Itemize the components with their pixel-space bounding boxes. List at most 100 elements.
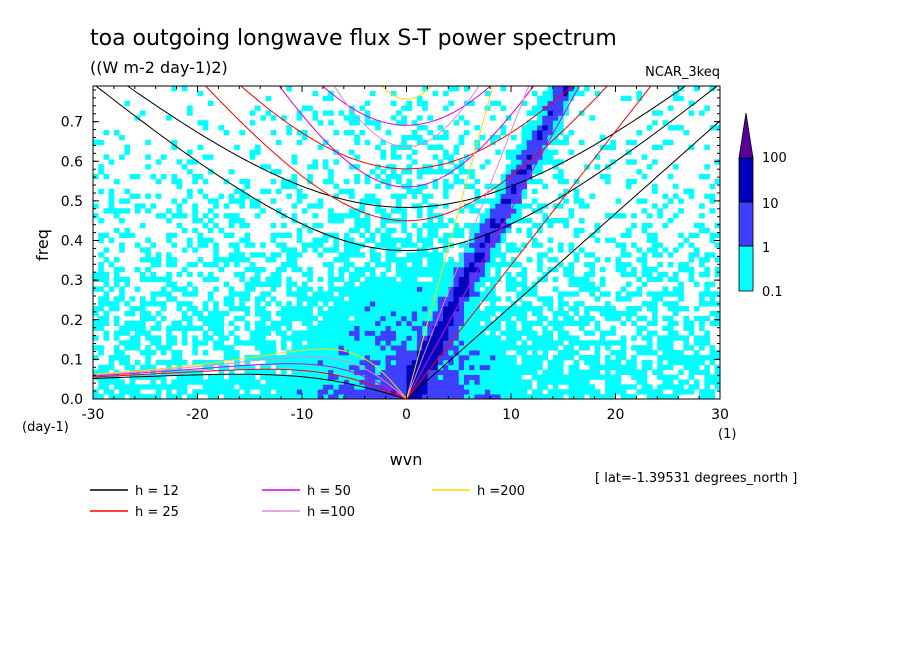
spectrum-cell bbox=[521, 301, 528, 307]
spectrum-cell bbox=[437, 340, 444, 346]
spectrum-cell bbox=[406, 100, 413, 106]
spectrum-cell bbox=[369, 237, 376, 243]
spectrum-cell bbox=[406, 105, 413, 111]
spectrum-cell bbox=[594, 257, 601, 263]
spectrum-cell bbox=[672, 286, 679, 292]
spectrum-cell bbox=[683, 320, 690, 327]
spectrum-cell bbox=[578, 218, 585, 224]
spectrum-cell bbox=[364, 262, 371, 268]
spectrum-cell bbox=[145, 330, 151, 336]
spectrum-cell bbox=[678, 232, 684, 239]
spectrum-cell bbox=[375, 174, 381, 180]
spectrum-cell bbox=[657, 359, 663, 366]
spectrum-cell bbox=[291, 350, 298, 356]
spectrum-cell bbox=[484, 198, 491, 204]
spectrum-cell bbox=[291, 266, 298, 273]
spectrum-cell bbox=[552, 159, 559, 165]
spectrum-cell bbox=[463, 291, 470, 297]
spectrum-cell bbox=[234, 364, 240, 371]
spectrum-cell bbox=[463, 271, 470, 278]
spectrum-cell bbox=[328, 271, 334, 278]
spectrum-cell bbox=[140, 315, 146, 322]
spectrum-cell bbox=[401, 301, 407, 307]
spectrum-cell bbox=[411, 242, 418, 248]
spectrum-cell bbox=[563, 350, 569, 356]
spectrum-cell bbox=[416, 232, 423, 239]
spectrum-cell bbox=[223, 379, 230, 385]
spectrum-cell bbox=[359, 301, 366, 307]
spectrum-cell bbox=[291, 203, 298, 209]
spectrum-cell bbox=[704, 257, 710, 263]
spectrum-cell bbox=[453, 369, 460, 375]
spectrum-cell bbox=[354, 330, 360, 336]
spectrum-cell bbox=[437, 125, 444, 131]
spectrum-cell bbox=[704, 164, 710, 170]
spectrum-cell bbox=[307, 364, 313, 371]
spectrum-cell bbox=[474, 384, 481, 390]
spectrum-cell bbox=[140, 320, 146, 327]
spectrum-cell bbox=[328, 335, 334, 341]
spectrum-cell bbox=[385, 291, 392, 297]
spectrum-cell bbox=[265, 291, 272, 297]
spectrum-cell bbox=[432, 183, 439, 190]
spectrum-cell bbox=[516, 183, 522, 190]
spectrum-cell bbox=[552, 320, 559, 327]
spectrum-cell bbox=[578, 394, 585, 399]
spectrum-cell bbox=[599, 340, 606, 346]
spectrum-cell bbox=[286, 389, 292, 395]
spectrum-cell bbox=[171, 350, 178, 356]
spectrum-cell bbox=[333, 296, 339, 302]
spectrum-cell bbox=[166, 384, 172, 390]
spectrum-cell bbox=[322, 340, 329, 346]
spectrum-cell bbox=[98, 320, 104, 327]
spectrum-cell bbox=[239, 252, 245, 258]
spectrum-cell bbox=[500, 257, 507, 263]
spectrum-cell bbox=[166, 325, 172, 331]
spectrum-cell bbox=[479, 281, 486, 287]
spectrum-cell bbox=[631, 306, 637, 312]
spectrum-cell bbox=[166, 369, 172, 375]
spectrum-cell bbox=[463, 252, 470, 258]
spectrum-cell bbox=[537, 105, 543, 111]
spectrum-cell bbox=[490, 374, 496, 380]
spectrum-cell bbox=[411, 379, 418, 385]
spectrum-cell bbox=[218, 345, 225, 351]
spectrum-cell bbox=[134, 340, 141, 346]
spectrum-cell bbox=[176, 350, 183, 356]
spectrum-cell bbox=[401, 384, 407, 390]
spectrum-cell bbox=[652, 110, 658, 116]
spectrum-cell bbox=[228, 384, 235, 390]
spectrum-cell bbox=[349, 359, 355, 366]
spectrum-cell bbox=[181, 315, 188, 322]
spectrum-cell bbox=[505, 310, 512, 317]
spectrum-cell bbox=[333, 286, 339, 292]
spectrum-cell bbox=[249, 281, 256, 287]
spectrum-cell bbox=[573, 335, 580, 341]
spectrum-cell bbox=[573, 291, 580, 297]
spectrum-cell bbox=[411, 340, 418, 346]
spectrum-cell bbox=[511, 174, 517, 180]
spectrum-cell bbox=[521, 359, 528, 366]
spectrum-cell bbox=[390, 364, 397, 371]
spectrum-cell bbox=[343, 354, 350, 361]
spectrum-cell bbox=[296, 369, 303, 375]
spectrum-cell bbox=[563, 178, 569, 185]
spectrum-cell bbox=[140, 350, 146, 356]
spectrum-cell bbox=[699, 301, 705, 307]
spectrum-cell bbox=[239, 374, 245, 380]
spectrum-cell bbox=[354, 320, 360, 327]
spectrum-cell bbox=[427, 374, 434, 380]
spectrum-cell bbox=[563, 291, 569, 297]
spectrum-cell bbox=[207, 384, 214, 390]
spectrum-cell bbox=[416, 291, 423, 297]
spectrum-cell bbox=[223, 257, 230, 263]
spectrum-cell bbox=[359, 232, 366, 239]
spectrum-cell bbox=[213, 276, 219, 283]
spectrum-cell bbox=[516, 154, 522, 160]
spectrum-cell bbox=[521, 330, 528, 336]
spectrum-cell bbox=[448, 364, 454, 371]
spectrum-cell bbox=[369, 340, 376, 346]
spectrum-cell bbox=[349, 320, 355, 327]
spectrum-cell bbox=[349, 110, 355, 116]
spectrum-cell bbox=[552, 110, 559, 116]
